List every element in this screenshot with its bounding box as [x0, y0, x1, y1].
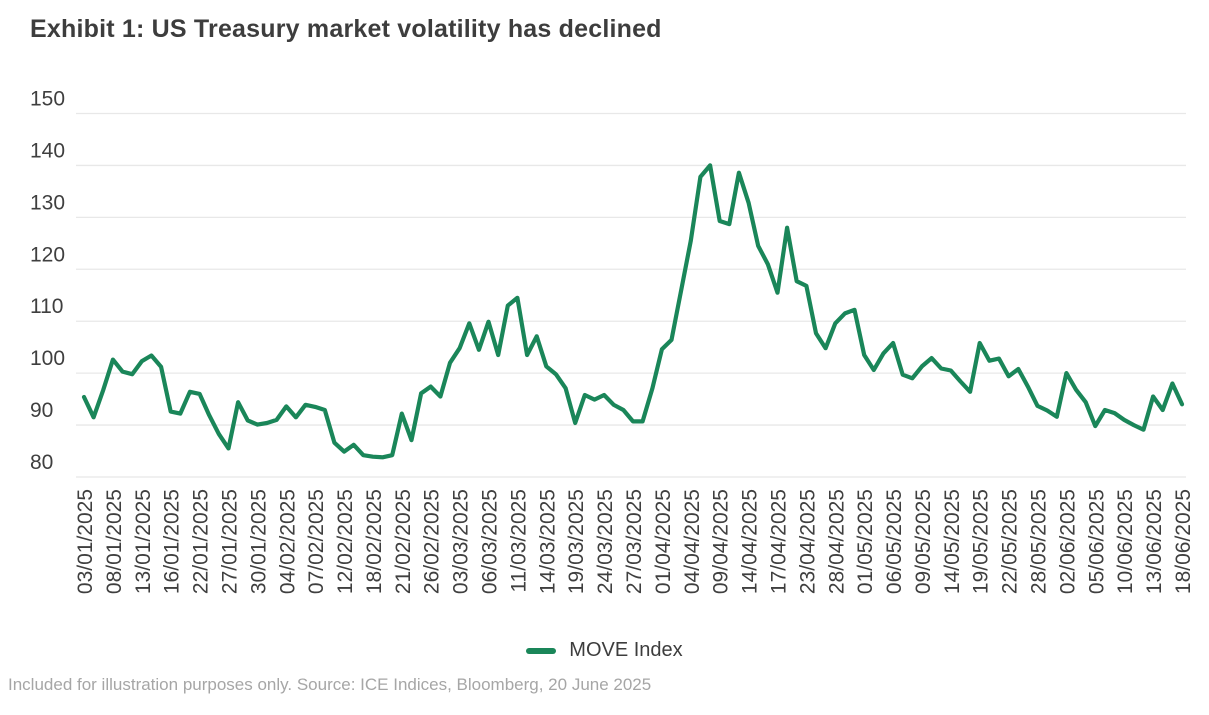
x-axis-label: 01/05/2025 [854, 489, 877, 594]
x-axis-label: 06/03/2025 [479, 489, 502, 594]
x-axis-label: 01/04/2025 [652, 489, 675, 594]
x-axis-label: 27/03/2025 [623, 489, 646, 594]
x-axis-label: 12/02/2025 [334, 489, 357, 594]
x-axis-label: 14/04/2025 [739, 489, 762, 594]
x-axis-label: 18/02/2025 [363, 489, 386, 594]
x-axis-label: 22/05/2025 [999, 489, 1022, 594]
x-axis-label: 04/02/2025 [276, 489, 299, 594]
x-axis-label: 27/01/2025 [218, 489, 241, 594]
y-axis-label: 90 [30, 399, 53, 422]
x-axis-label: 16/01/2025 [161, 489, 184, 594]
x-axis-label: 03/01/2025 [74, 489, 97, 594]
x-axis-label: 08/01/2025 [103, 489, 126, 594]
legend: MOVE Index [0, 639, 1209, 662]
x-axis-label: 06/05/2025 [883, 489, 906, 594]
x-axis-label: 14/03/2025 [536, 489, 559, 594]
y-axis-label: 100 [30, 347, 65, 370]
y-axis-label: 80 [30, 451, 53, 474]
y-axis-label: 110 [30, 295, 63, 318]
x-axis-label: 26/02/2025 [421, 489, 444, 594]
x-axis-label: 13/01/2025 [132, 489, 155, 594]
x-axis-label: 28/05/2025 [1028, 489, 1051, 594]
x-axis-label: 28/04/2025 [825, 489, 848, 594]
x-axis-label: 07/02/2025 [305, 489, 328, 594]
source-note: Included for illustration purposes only.… [8, 675, 652, 694]
x-axis-label: 13/06/2025 [1143, 489, 1166, 594]
x-axis-label: 09/04/2025 [710, 489, 733, 594]
x-axis-label: 17/04/2025 [767, 489, 790, 594]
x-axis-label: 19/03/2025 [565, 489, 588, 594]
x-axis-label: 04/04/2025 [681, 489, 704, 594]
x-axis-label: 14/05/2025 [941, 489, 964, 594]
x-axis-label: 19/05/2025 [970, 489, 993, 594]
x-axis-label: 03/03/2025 [450, 489, 473, 594]
x-axis-label: 05/06/2025 [1085, 489, 1108, 594]
x-axis-label: 10/06/2025 [1114, 489, 1137, 594]
y-axis-label: 130 [30, 191, 65, 214]
x-axis-label: 30/01/2025 [247, 489, 270, 594]
series-line-move-index [81, 163, 1185, 460]
x-axis-label: 09/05/2025 [912, 489, 935, 594]
legend-label-move-index: MOVE Index [569, 639, 683, 661]
x-axis-label: 11/03/2025 [507, 489, 530, 593]
legend-swatch-move-index [526, 647, 557, 654]
x-axis-label: 22/01/2025 [190, 489, 213, 594]
x-axis-label: 23/04/2025 [796, 489, 819, 594]
x-axis-label: 18/06/2025 [1172, 489, 1195, 594]
y-axis-label: 120 [30, 243, 65, 266]
chart-title: Exhibit 1: US Treasury market volatility… [30, 15, 662, 43]
y-axis-label: 150 [30, 88, 65, 111]
y-axis-label: 140 [30, 139, 65, 162]
x-axis-label: 02/06/2025 [1056, 489, 1079, 594]
x-axis-label: 21/02/2025 [392, 489, 415, 594]
x-axis-label: 24/03/2025 [594, 489, 617, 594]
